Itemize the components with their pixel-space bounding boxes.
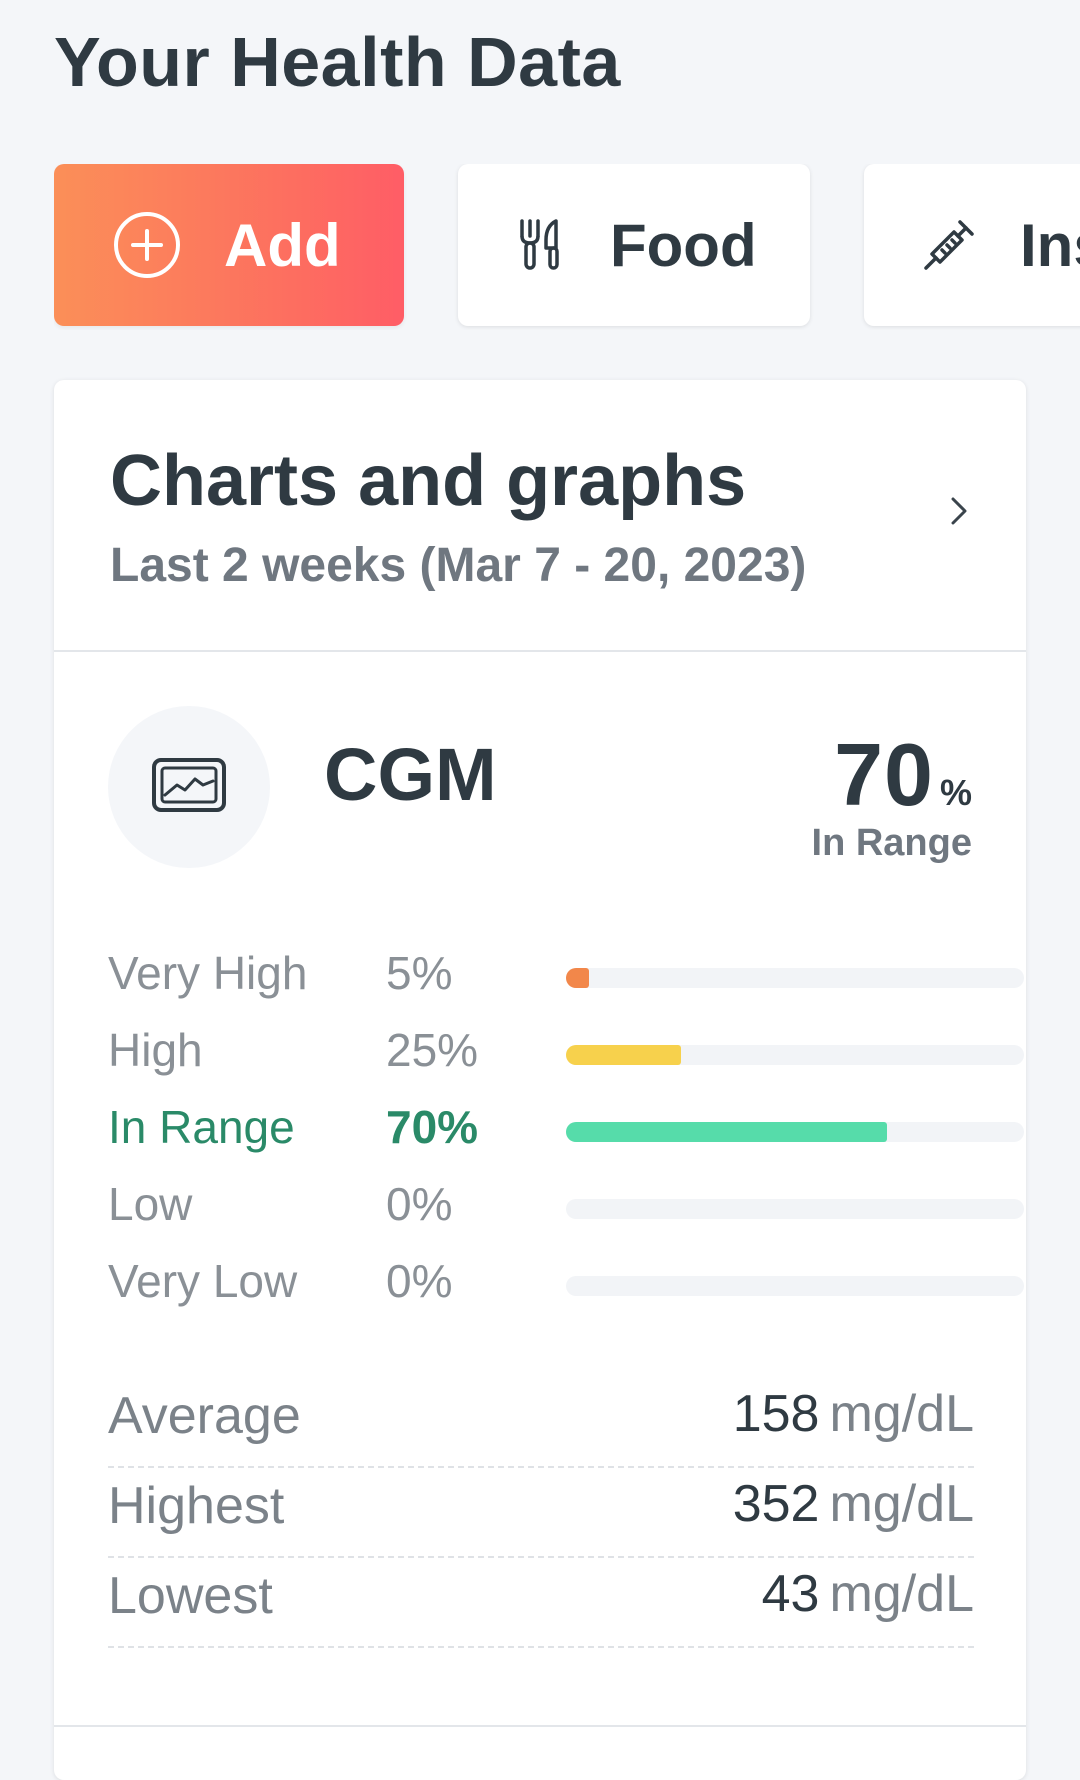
stat-label: Lowest — [108, 1567, 273, 1625]
stat-unit: mg/dL — [829, 1385, 974, 1443]
stat-number: 158 — [732, 1385, 820, 1443]
range-percent: 5% — [386, 947, 453, 999]
utensils-icon — [518, 218, 562, 272]
range-label: High — [108, 1024, 203, 1076]
stat-row-highest: Highest 352 mg/dL — [108, 1470, 974, 1558]
range-percent: 0% — [386, 1178, 453, 1230]
add-button[interactable]: Add — [54, 164, 404, 326]
range-row-high: High 25% — [108, 1023, 1024, 1100]
stat-row-average: Average 158 mg/dL — [108, 1380, 974, 1468]
quick-actions-row[interactable]: Add Food — [54, 164, 1080, 330]
stat-unit: mg/dL — [829, 1565, 974, 1623]
insulin-button-label: Ins — [1020, 211, 1080, 279]
range-label: Very Low — [108, 1255, 298, 1307]
insulin-button[interactable]: Ins — [864, 164, 1080, 326]
syringe-icon — [922, 218, 976, 272]
range-percent: 70% — [386, 1101, 479, 1153]
stat-number: 43 — [761, 1565, 820, 1623]
range-row-very-high: Very High 5% — [108, 946, 1024, 1023]
range-bar-fill — [566, 968, 589, 988]
range-bar-track — [566, 968, 1024, 988]
range-bar-track — [566, 1045, 1024, 1065]
range-label: In Range — [108, 1101, 295, 1153]
glucose-stats: Average 158 mg/dL Highest 352 mg/dL Lowest… — [108, 1380, 974, 1650]
range-bar-fill — [566, 1045, 681, 1065]
range-row-low: Low 0% — [108, 1177, 1024, 1254]
stat-row-lowest: Lowest 43 mg/dL — [108, 1560, 974, 1648]
cgm-title: CGM — [324, 733, 497, 816]
range-row-in-range: In Range 70% — [108, 1100, 1024, 1177]
time-in-range-value: 70% — [834, 724, 972, 826]
time-in-range-unit: % — [939, 772, 972, 813]
stat-value: 43 mg/dL — [762, 1564, 974, 1624]
time-in-range-label: In Range — [811, 822, 972, 864]
glucose-range-list: Very High 5% High 25% In Range 70% Low 0… — [108, 946, 1024, 1331]
range-percent: 0% — [386, 1255, 453, 1307]
time-in-range-number: 70 — [834, 725, 934, 824]
range-percent: 25% — [386, 1024, 479, 1076]
chevron-right-icon[interactable] — [948, 494, 970, 533]
stat-value: 158 mg/dL — [733, 1384, 974, 1444]
range-bar-fill — [566, 1122, 887, 1142]
range-bar-track — [566, 1199, 1024, 1219]
page-title: Your Health Data — [54, 23, 621, 101]
charts-card: Charts and graphs Last 2 weeks (Mar 7 - … — [54, 380, 1026, 1780]
range-bar-track — [566, 1122, 1024, 1142]
range-label: Very High — [108, 947, 308, 999]
stat-number: 352 — [732, 1475, 820, 1533]
range-bar-track — [566, 1276, 1024, 1296]
stat-label: Highest — [108, 1477, 285, 1535]
stat-unit: mg/dL — [829, 1475, 974, 1533]
stat-label: Average — [108, 1387, 301, 1445]
charts-card-header[interactable]: Charts and graphs Last 2 weeks (Mar 7 - … — [54, 380, 1026, 652]
stat-value: 352 mg/dL — [733, 1474, 974, 1534]
range-label: Low — [108, 1178, 193, 1230]
cgm-icon-badge — [108, 706, 270, 868]
food-button-label: Food — [610, 211, 757, 279]
range-row-very-low: Very Low 0% — [108, 1254, 1024, 1331]
card-subtitle: Last 2 weeks (Mar 7 - 20, 2023) — [110, 539, 807, 592]
cgm-monitor-icon — [151, 757, 227, 818]
card-divider — [54, 1725, 1026, 1727]
card-title: Charts and graphs — [110, 441, 747, 521]
plus-circle-icon — [112, 210, 182, 280]
add-button-label: Add — [224, 211, 341, 279]
food-button[interactable]: Food — [458, 164, 810, 326]
